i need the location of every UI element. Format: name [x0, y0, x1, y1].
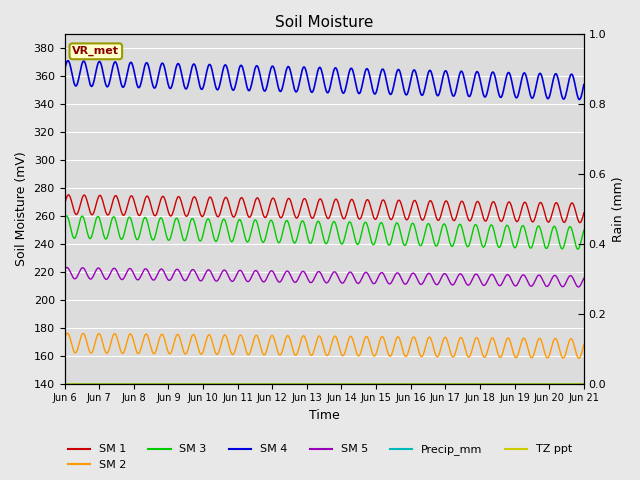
- X-axis label: Time: Time: [309, 409, 340, 422]
- Y-axis label: Soil Moisture (mV): Soil Moisture (mV): [15, 151, 28, 266]
- Text: VR_met: VR_met: [72, 46, 119, 57]
- Legend: SM 1, SM 2, SM 3, SM 4, SM 5, Precip_mm, TZ ppt: SM 1, SM 2, SM 3, SM 4, SM 5, Precip_mm,…: [63, 440, 577, 474]
- Y-axis label: Rain (mm): Rain (mm): [612, 176, 625, 241]
- Title: Soil Moisture: Soil Moisture: [275, 15, 373, 30]
